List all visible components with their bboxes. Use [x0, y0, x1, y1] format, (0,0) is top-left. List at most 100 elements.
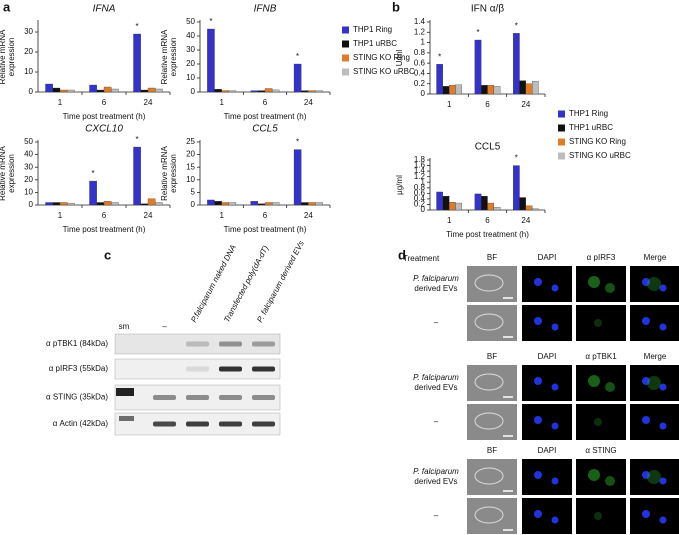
nucleus — [642, 471, 650, 479]
bar — [140, 203, 149, 206]
nucleus — [659, 422, 667, 430]
legend-label: STING KO Ring — [569, 137, 626, 146]
bar — [214, 201, 222, 206]
bar — [308, 90, 316, 93]
y-axis-label: Relative mRNA — [0, 29, 7, 84]
legend-label: STING KO uRBC — [353, 67, 415, 76]
nucleus — [551, 516, 559, 524]
nucleus — [642, 416, 650, 424]
bar — [481, 195, 488, 211]
y-tick-label: 0 — [29, 200, 34, 209]
stain — [588, 375, 600, 387]
blot-band — [252, 421, 275, 427]
blot-row-label: α pIRF3 (55kDa) — [49, 364, 109, 373]
nucleus — [659, 516, 667, 524]
blot-band — [219, 366, 242, 372]
significance-mark: * — [92, 169, 95, 178]
y-tick-label: 0.2 — [414, 200, 426, 209]
y-tick-label: 10 — [24, 188, 33, 197]
bar — [436, 191, 443, 211]
blot-strip — [114, 384, 281, 411]
chart-title: IFNA — [93, 4, 116, 15]
bar — [155, 88, 163, 93]
y-tick-label: 0.4 — [414, 194, 426, 203]
blot-band — [252, 366, 275, 372]
bar — [455, 84, 462, 95]
blot-marker: sm — [119, 322, 130, 331]
x-tick-label: 24 — [144, 98, 153, 107]
panel-label: c — [104, 247, 111, 262]
x-tick-label: 24 — [521, 100, 530, 109]
y-tick-label: 50 — [186, 17, 195, 26]
bar — [293, 63, 302, 93]
blot-band — [153, 421, 176, 427]
micrograph — [522, 404, 572, 440]
y-tick-label: 0 — [191, 200, 196, 209]
significance-mark: * — [476, 28, 479, 37]
x-tick-label: 1 — [219, 98, 224, 107]
row-label: P. falciparum — [413, 467, 459, 476]
nucleus — [534, 278, 542, 286]
nucleus — [551, 284, 559, 292]
y-tick-label: 0.8 — [414, 48, 426, 57]
bar — [45, 83, 53, 93]
x-tick-label: 6 — [263, 98, 268, 107]
bar — [442, 195, 450, 211]
y-tick-label: 1.6 — [414, 161, 426, 170]
column-header: DAPI — [538, 253, 557, 262]
significance-mark: * — [515, 21, 518, 30]
row-label: – — [434, 511, 439, 520]
x-tick-label: 24 — [521, 216, 530, 225]
bar — [228, 202, 237, 206]
treatment-header: Treatment — [403, 254, 440, 263]
bar — [155, 202, 163, 206]
nucleus — [534, 510, 542, 518]
blot-row-label: α STING (35kDa) — [46, 393, 108, 402]
bar — [45, 202, 53, 206]
y-tick-label: 20 — [24, 175, 33, 184]
chart-title: CXCL10 — [85, 124, 123, 135]
bar — [532, 80, 539, 95]
stain — [588, 469, 600, 481]
column-header: BF — [487, 446, 497, 455]
y-tick-label: 0 — [29, 87, 34, 96]
micrograph — [630, 266, 679, 302]
y-tick-label: 1.4 — [414, 166, 426, 175]
legend-swatch — [558, 124, 565, 132]
nucleus — [534, 377, 542, 385]
y-tick-label: 20 — [186, 59, 195, 68]
bar — [214, 89, 222, 93]
micrograph — [630, 365, 679, 401]
bar — [493, 86, 501, 95]
y-tick-label: 1.8 — [414, 155, 426, 164]
micrograph — [522, 305, 572, 341]
cell-outline — [474, 274, 504, 292]
bar — [96, 202, 105, 206]
legend-label: STING KO uRBC — [569, 151, 631, 160]
bar — [221, 90, 229, 93]
bar — [308, 202, 316, 206]
bar — [133, 146, 141, 206]
bar — [271, 89, 280, 93]
nucleus — [534, 471, 542, 479]
bar — [89, 84, 97, 93]
column-header: α STING — [585, 446, 616, 455]
y-axis-label: expression — [7, 38, 16, 77]
blot-row-label: α pTBK1 (84kDa) — [46, 339, 108, 348]
y-tick-label: 1 — [421, 177, 426, 186]
micrograph — [522, 498, 572, 534]
nucleus — [659, 323, 667, 331]
bar — [455, 202, 462, 211]
y-tick-label: 1.4 — [414, 17, 426, 26]
bar — [525, 205, 533, 211]
x-tick-label: 6 — [263, 211, 268, 220]
bar — [301, 202, 309, 206]
stain — [594, 319, 602, 327]
legend-swatch — [558, 152, 565, 160]
y-tick-label: 25 — [186, 137, 195, 146]
y-axis-label: expression — [169, 38, 178, 77]
x-tick-label: 1 — [447, 100, 452, 109]
y-axis-label: Relative mRNA — [160, 146, 169, 201]
y-axis-label: Relative mRNA — [160, 29, 169, 84]
cell-outline — [474, 373, 504, 391]
